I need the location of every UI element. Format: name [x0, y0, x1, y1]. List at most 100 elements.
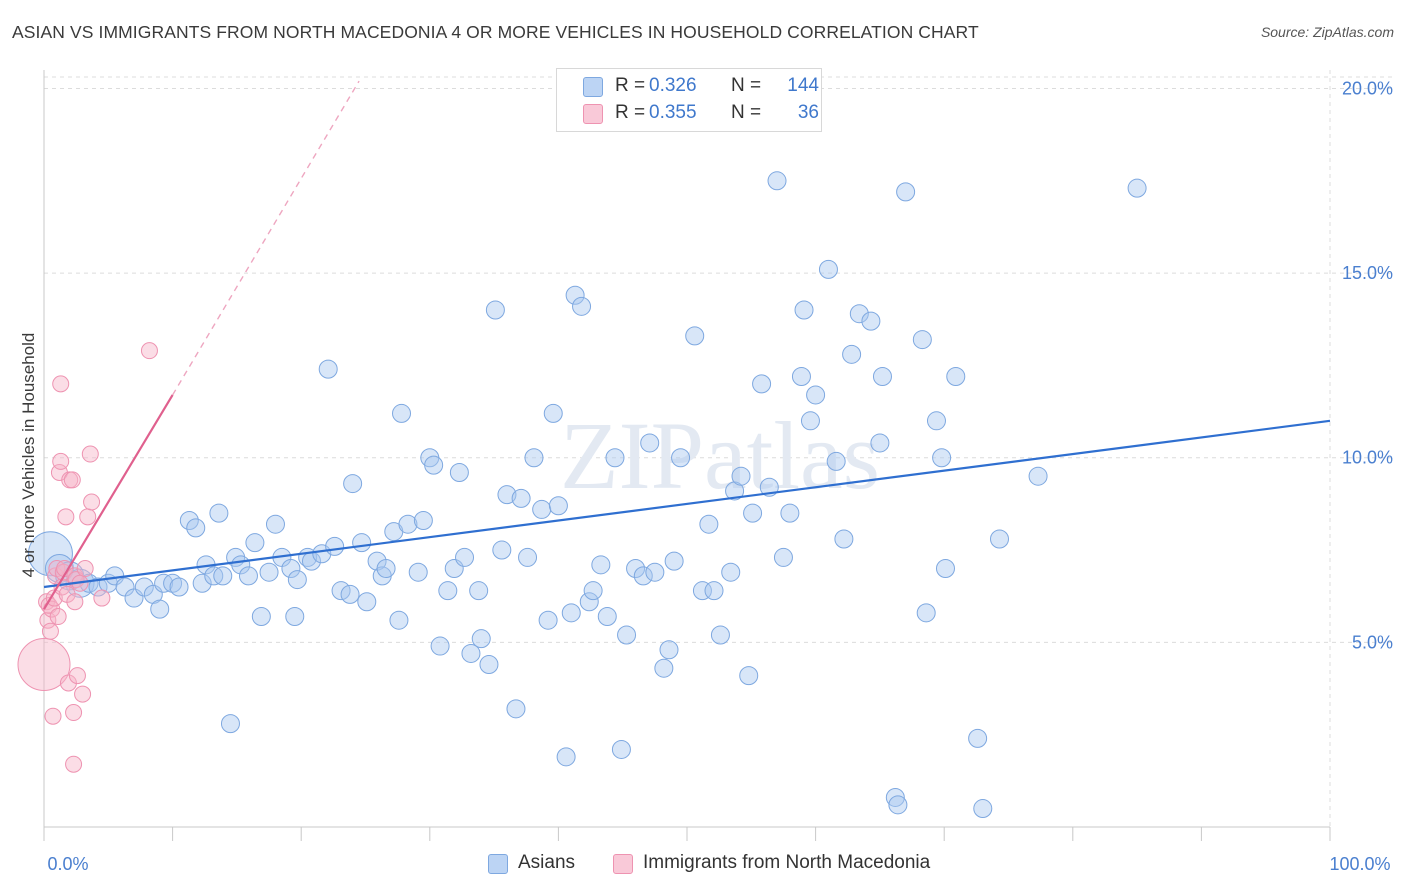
y-tick-label: 15.0%: [1342, 263, 1393, 283]
asian-point: [626, 559, 646, 579]
asian-point: [710, 625, 730, 645]
y-tick-label: 5.0%: [1352, 632, 1393, 652]
asian-point: [163, 573, 183, 593]
asian-point: [685, 326, 705, 346]
asian-point: [973, 799, 993, 819]
asian-point: [511, 488, 531, 508]
asian-point: [1028, 466, 1048, 486]
macedonia-point: [44, 707, 62, 725]
y-tick-label: 10.0%: [1342, 448, 1393, 468]
legend-n-value: 144: [787, 75, 819, 96]
asian-point: [721, 562, 741, 582]
asian-point: [492, 540, 512, 560]
asian-point: [548, 496, 568, 516]
asian-point: [671, 448, 691, 468]
macedonia-point: [63, 471, 81, 489]
asian-point: [834, 529, 854, 549]
asian-point: [532, 499, 552, 519]
macedonia-point: [49, 608, 67, 626]
macedonia-point: [65, 755, 83, 773]
asian-point: [318, 359, 338, 379]
macedonia-point: [39, 611, 57, 629]
asian-point: [259, 562, 279, 582]
asian-point: [794, 300, 814, 320]
asian-point: [392, 403, 412, 423]
macedonia-point: [83, 493, 101, 511]
asian-point: [543, 403, 563, 423]
asian-point: [664, 551, 684, 571]
asian-point: [455, 547, 475, 567]
asian-point: [739, 666, 759, 686]
asian-point: [192, 573, 212, 593]
macedonia-point: [74, 685, 92, 703]
asian-point: [357, 592, 377, 612]
asian-point: [88, 577, 108, 597]
asian-point: [743, 503, 763, 523]
asian-point: [849, 304, 869, 324]
legend-r-value: 0.355: [649, 102, 697, 123]
macedonia-point: [81, 445, 99, 463]
asian-point: [968, 728, 988, 748]
asian-point: [699, 514, 719, 534]
asian-point: [916, 603, 936, 623]
asian-point: [343, 474, 363, 494]
asian-point: [640, 433, 660, 453]
asian-point: [645, 562, 665, 582]
legend-n-label: N =: [731, 102, 762, 123]
asian-point: [605, 448, 625, 468]
macedonia-trend-line: [43, 394, 174, 610]
asian-point: [597, 607, 617, 627]
asian-point: [479, 655, 499, 675]
watermark: ZIPatlas: [560, 402, 880, 509]
asian-point: [912, 330, 932, 350]
asian-point: [791, 366, 811, 386]
macedonia-trend-extension: [171, 80, 360, 396]
asian-point: [767, 171, 787, 191]
asian-point: [245, 533, 265, 553]
asian-point: [469, 581, 489, 601]
asian-point: [209, 503, 229, 523]
asian-point: [325, 536, 345, 556]
macedonia-point: [65, 704, 83, 722]
asian-point: [633, 566, 653, 586]
asian-point: [861, 311, 881, 331]
asian-point: [461, 643, 481, 663]
macedonia-point: [66, 593, 84, 611]
asian-point: [485, 300, 505, 320]
macedonia-point: [140, 342, 158, 360]
asian-point: [506, 699, 526, 719]
asian-point: [186, 518, 206, 538]
chart-title: ASIAN VS IMMIGRANTS FROM NORTH MACEDONIA…: [12, 22, 979, 42]
legend-swatch-asians: [583, 77, 603, 97]
asian-point: [538, 610, 558, 630]
asian-point: [731, 466, 751, 486]
macedonia-point: [52, 452, 70, 470]
asian-point: [896, 182, 916, 202]
legend-r-label: R =: [615, 102, 646, 123]
asian-point: [773, 547, 793, 567]
macedonia-point: [76, 560, 94, 578]
asian-point: [842, 344, 862, 364]
asian-point: [398, 514, 418, 534]
asian-point: [704, 581, 724, 601]
asian-point: [430, 636, 450, 656]
asian-point: [413, 511, 433, 531]
asian-point: [870, 433, 890, 453]
asian-point: [780, 503, 800, 523]
asian-point: [524, 448, 544, 468]
asian-point: [251, 607, 271, 627]
asian-point: [449, 463, 469, 483]
asian-point: [752, 374, 772, 394]
bottom-legend-swatch-asians: [488, 854, 508, 874]
correlation-legend: R = 0.326 N = 144 R = 0.355 N = 36: [556, 68, 822, 132]
y-tick-label: 20.0%: [1342, 78, 1393, 98]
asian-point: [265, 514, 285, 534]
asian-point: [150, 599, 170, 619]
asian-point: [572, 296, 592, 316]
asian-point: [692, 581, 712, 601]
asian-point: [872, 366, 892, 386]
asian-point: [579, 592, 599, 612]
asian-point: [800, 411, 820, 431]
tick-labels: 5.0% 10.0% 15.0% 20.0% 0.0% 100.0%: [47, 78, 1393, 874]
